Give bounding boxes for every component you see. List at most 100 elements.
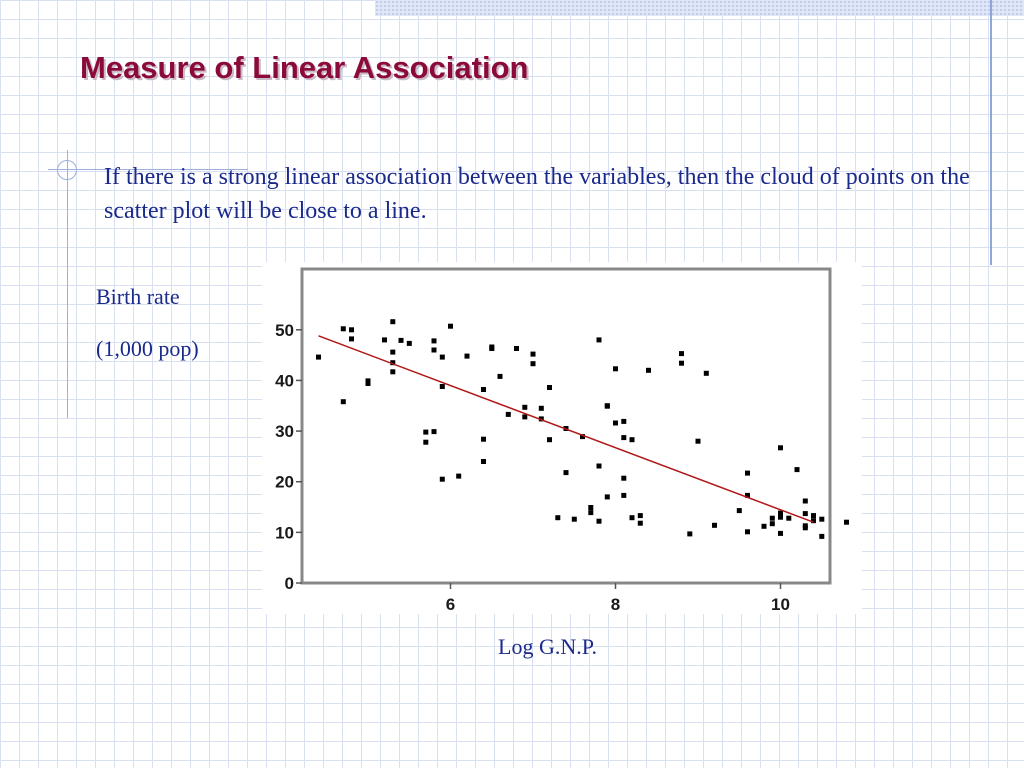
data-point (596, 463, 602, 469)
y-tick-label: 20 (275, 473, 294, 492)
data-point (679, 351, 684, 357)
data-point (844, 519, 849, 525)
data-points (316, 319, 849, 539)
data-point (481, 459, 486, 464)
data-point (530, 361, 536, 367)
data-point (571, 516, 577, 522)
data-point (811, 518, 816, 524)
x-tick-label: 8 (611, 595, 620, 614)
data-point (514, 346, 519, 351)
data-point (340, 326, 346, 332)
data-point (349, 327, 354, 333)
y-tick-label: 0 (285, 574, 294, 593)
data-point (588, 505, 594, 510)
data-point (390, 360, 396, 366)
y-tick-label: 30 (275, 422, 294, 441)
data-point (679, 360, 684, 366)
data-point (365, 378, 371, 384)
data-point (745, 492, 750, 498)
data-point (580, 434, 585, 440)
data-point (786, 515, 792, 521)
data-point (761, 523, 767, 529)
top-decorative-band (375, 0, 1024, 16)
data-point (456, 473, 462, 479)
data-point (316, 354, 321, 360)
data-point (464, 353, 470, 359)
data-point (736, 508, 742, 514)
data-point (398, 337, 404, 343)
data-point (819, 516, 825, 522)
data-point (588, 510, 594, 516)
data-point (555, 515, 561, 521)
data-point (423, 429, 429, 435)
data-point (703, 370, 709, 376)
data-point (406, 340, 412, 346)
chart-background (262, 262, 862, 614)
data-point (349, 336, 354, 342)
data-point (621, 492, 627, 498)
data-point (439, 384, 445, 389)
data-point (811, 513, 816, 519)
data-point (712, 522, 717, 528)
data-point (637, 513, 643, 519)
data-point (778, 514, 783, 520)
data-point (431, 338, 437, 344)
data-point (439, 354, 445, 360)
data-point (778, 530, 783, 536)
data-point (497, 373, 503, 379)
data-point (489, 346, 495, 351)
data-point (778, 445, 783, 451)
bullet-text: If there is a strong linear association … (104, 164, 970, 224)
plot-frame (300, 267, 832, 585)
data-point (613, 420, 618, 426)
scatter-plot-svg: 0 10 20 30 40 50 6 8 10 (262, 262, 862, 614)
data-point (778, 510, 783, 516)
data-point (505, 411, 511, 417)
data-point (431, 347, 437, 353)
data-point (431, 429, 437, 435)
data-point (423, 439, 429, 445)
data-point (802, 523, 808, 529)
y-axis-label-line1: Birth rate (96, 284, 180, 309)
data-point (604, 403, 610, 409)
data-point (745, 529, 750, 535)
data-point (547, 385, 552, 390)
data-point (439, 476, 445, 482)
data-point (769, 515, 775, 521)
scatter-chart: 0 10 20 30 40 50 6 8 10 (262, 262, 862, 614)
data-point (621, 418, 627, 424)
bullet-decoration-vertical (67, 150, 68, 418)
right-decorative-rule (990, 0, 992, 265)
slide-title: Measure of Linear Association (80, 50, 529, 85)
data-point (646, 367, 651, 373)
data-point (629, 515, 635, 521)
x-tick-label: 10 (771, 595, 790, 614)
data-point (340, 399, 346, 405)
data-point (629, 437, 635, 443)
axis-ticks: 0 10 20 30 40 50 6 8 10 (275, 321, 790, 614)
data-point (596, 518, 602, 524)
bullet-circle-icon (57, 160, 77, 180)
data-point (613, 366, 618, 372)
data-point (365, 381, 371, 386)
data-point (604, 494, 610, 500)
data-point (563, 470, 569, 476)
data-point (621, 435, 627, 441)
data-point (481, 436, 486, 442)
x-tick-label: 6 (446, 595, 455, 614)
y-tick-label: 40 (275, 371, 294, 390)
data-point (621, 475, 627, 481)
data-point (802, 511, 808, 517)
data-point (745, 470, 750, 476)
data-point (382, 337, 387, 343)
y-tick-label: 10 (275, 523, 294, 542)
data-point (530, 351, 536, 357)
data-point (687, 531, 693, 537)
x-axis-label: Log G.N.P. (498, 634, 598, 659)
data-point (819, 533, 825, 539)
data-point (695, 438, 701, 444)
data-point (769, 521, 775, 527)
data-point (538, 416, 544, 422)
y-axis-label-line2: (1,000 pop) (96, 336, 199, 361)
data-point (596, 337, 602, 343)
